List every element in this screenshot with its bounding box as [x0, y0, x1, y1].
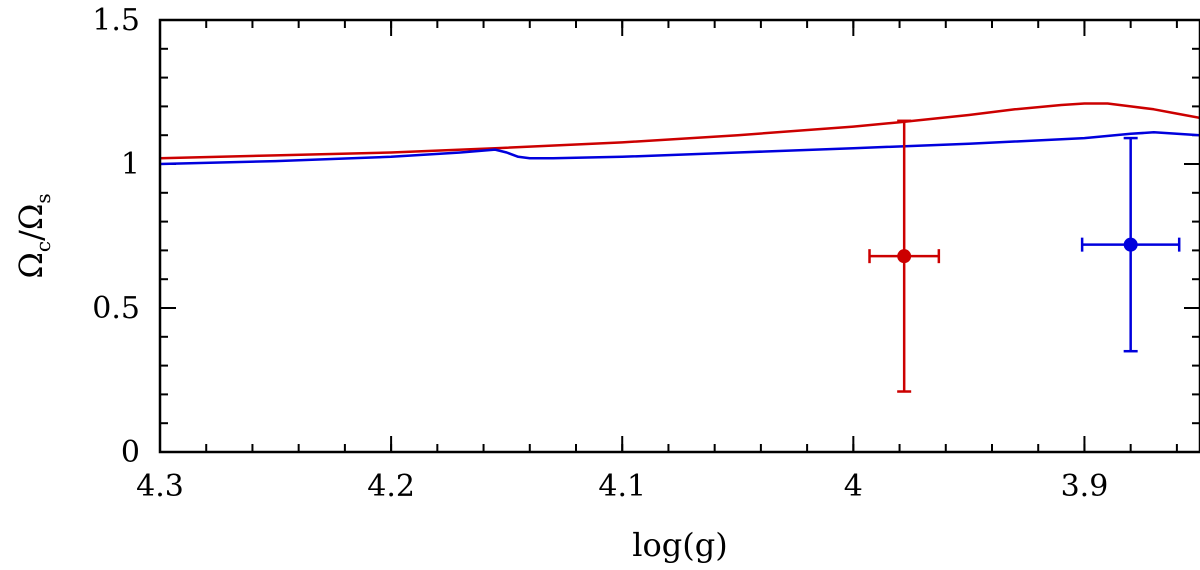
- tick-labels: 4.3 4.2 4.1 4 3.9 0 0.5 1 1.5: [92, 3, 1108, 504]
- y-tick-label: 1.5: [92, 3, 140, 38]
- blue-observation: [1080, 136, 1181, 353]
- red-observation-marker: [897, 249, 912, 264]
- x-tick-label: 4.2: [367, 469, 415, 504]
- points-layer: [868, 119, 1181, 393]
- series-layer: [159, 102, 1200, 166]
- blue-observation-marker: [1123, 237, 1138, 252]
- red-model-line: [159, 102, 1200, 160]
- blue-model-line: [159, 131, 1200, 166]
- y-tick-label: 0.5: [92, 291, 140, 326]
- x-tick-label: 4: [844, 469, 863, 504]
- y-label-sub-s: s: [31, 193, 55, 203]
- x-tick-label: 4.3: [136, 469, 184, 504]
- y-label-omega-c: Ω: [12, 252, 50, 279]
- y-axis-title: Ωc/Ωs: [12, 193, 55, 278]
- major-ticks: [159, 19, 1200, 453]
- y-label-omega-s: Ω: [12, 204, 50, 231]
- x-tick-label: 4.1: [598, 469, 646, 504]
- x-axis-title: log(g): [632, 526, 727, 564]
- x-tick-label: 3.9: [1061, 469, 1109, 504]
- y-label-sub-c: c: [31, 241, 55, 252]
- minor-ticks: [159, 19, 1200, 453]
- plot-frame: [158, 18, 1200, 454]
- y-tick-label: 0: [121, 435, 140, 470]
- y-tick-label: 1: [121, 147, 140, 182]
- red-observation: [868, 119, 941, 393]
- y-label-slash: /: [12, 230, 50, 241]
